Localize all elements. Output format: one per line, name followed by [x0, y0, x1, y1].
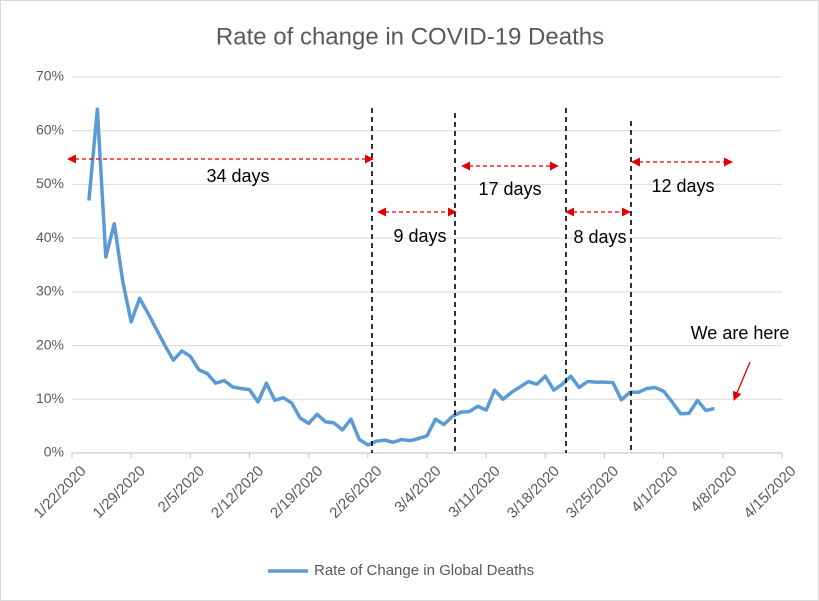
annotation: 17 days	[478, 179, 541, 199]
y-tick-label: 10%	[36, 390, 64, 406]
legend-label: Rate of Change in Global Deaths	[314, 562, 534, 579]
annotation: We are here	[691, 323, 790, 343]
series-line	[87, 107, 715, 447]
y-tick-label: 60%	[36, 121, 64, 137]
y-tick-label: 0%	[44, 444, 64, 460]
period-dividers	[371, 108, 632, 453]
y-tick-label: 50%	[36, 175, 64, 191]
y-tick-label: 40%	[36, 229, 64, 245]
y-tick-label: 70%	[36, 68, 64, 84]
period-arrows	[67, 154, 733, 217]
annotation: 12 days	[651, 176, 714, 196]
chart-title: Rate of change in COVID-19 Deaths	[216, 23, 604, 50]
annotation: 9 days	[393, 226, 446, 246]
annotation: 8 days	[573, 227, 626, 247]
here-arrow	[732, 361, 751, 401]
annotation: 34 days	[206, 166, 269, 186]
legend-item: Rate of Change in Global Deaths	[268, 562, 534, 579]
y-tick-label: 20%	[36, 336, 64, 352]
y-tick-label: 30%	[36, 283, 64, 299]
